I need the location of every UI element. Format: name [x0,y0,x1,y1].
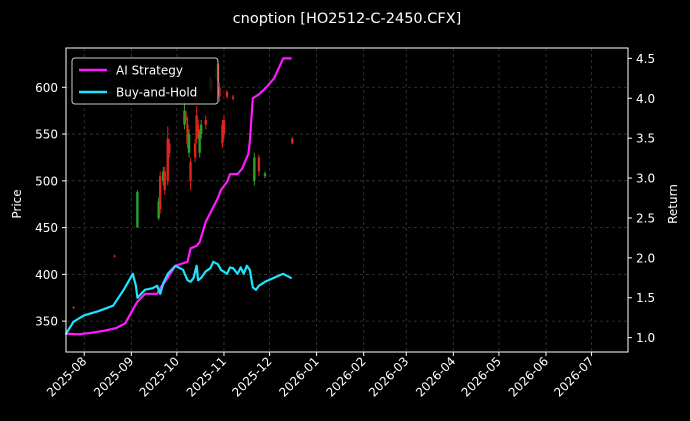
candle-body [231,96,235,99]
y-tick-label: 600 [35,81,58,95]
candle-body [189,162,192,181]
candle-body [157,201,160,219]
y-tick-label: 550 [35,128,58,142]
candle-body [222,120,226,135]
candle-body [183,110,186,125]
y2-tick-label: 2.5 [636,211,655,225]
y2-axis-ticks: 1.0 1.5 2.0 2.5 3.0 3.5 4.0 4.5 [628,52,655,345]
series-lines [64,57,292,336]
candle-body [199,124,203,135]
y2-tick-label: 4.0 [636,92,655,106]
candle-body [163,171,166,191]
candle-body [193,143,197,158]
candle-body [196,124,200,135]
y2-tick-label: 3.5 [636,132,655,146]
candle-body [162,171,165,181]
candle-body [253,157,256,181]
candle-body [184,115,188,121]
y-axis-ticks: 350 400 450 500 550 600 [35,81,66,329]
candle-body [195,115,198,139]
y-axis-title: Price [10,189,24,218]
axes [65,47,629,353]
y2-tick-label: 1.0 [636,331,655,345]
candle-body [187,134,191,153]
candle-body [158,176,162,209]
candle-body [225,91,229,97]
y2-tick-label: 3.0 [636,172,655,186]
candle-body [168,143,171,153]
y2-tick-label: 4.5 [636,52,655,66]
y2-axis-title: Return [666,184,680,224]
chart-title: cnoption [HO2512-C-2450.CFX] [233,11,462,27]
y2-tick-label: 2.0 [636,251,655,265]
legend-label-ai-strategy: AI Strategy [116,64,183,78]
legend-label-buy-and-hold: Buy-and-Hold [116,86,197,100]
candle-body [166,138,169,181]
y2-tick-label: 1.5 [636,291,655,305]
legend-box [71,57,219,105]
candle-body [257,157,261,172]
candle-body [263,173,267,177]
plot-frame [65,47,629,353]
candle-body [221,124,224,144]
legend: AI Strategy Buy-and-Hold [71,57,219,105]
series-line-ai-strategy [64,57,292,336]
candle-body [198,134,201,153]
candle-body [113,255,116,257]
candle-body [204,120,207,125]
y-tick-label: 500 [35,174,58,188]
candle-body [72,307,75,309]
y-tick-label: 350 [35,315,58,329]
candle-body [136,192,139,228]
series-line-buy-and-hold [64,260,292,335]
y-tick-label: 450 [35,221,58,235]
y-tick-label: 400 [35,268,58,282]
candle-body [186,124,189,144]
candle-body [291,138,294,144]
candle-body [218,87,221,97]
